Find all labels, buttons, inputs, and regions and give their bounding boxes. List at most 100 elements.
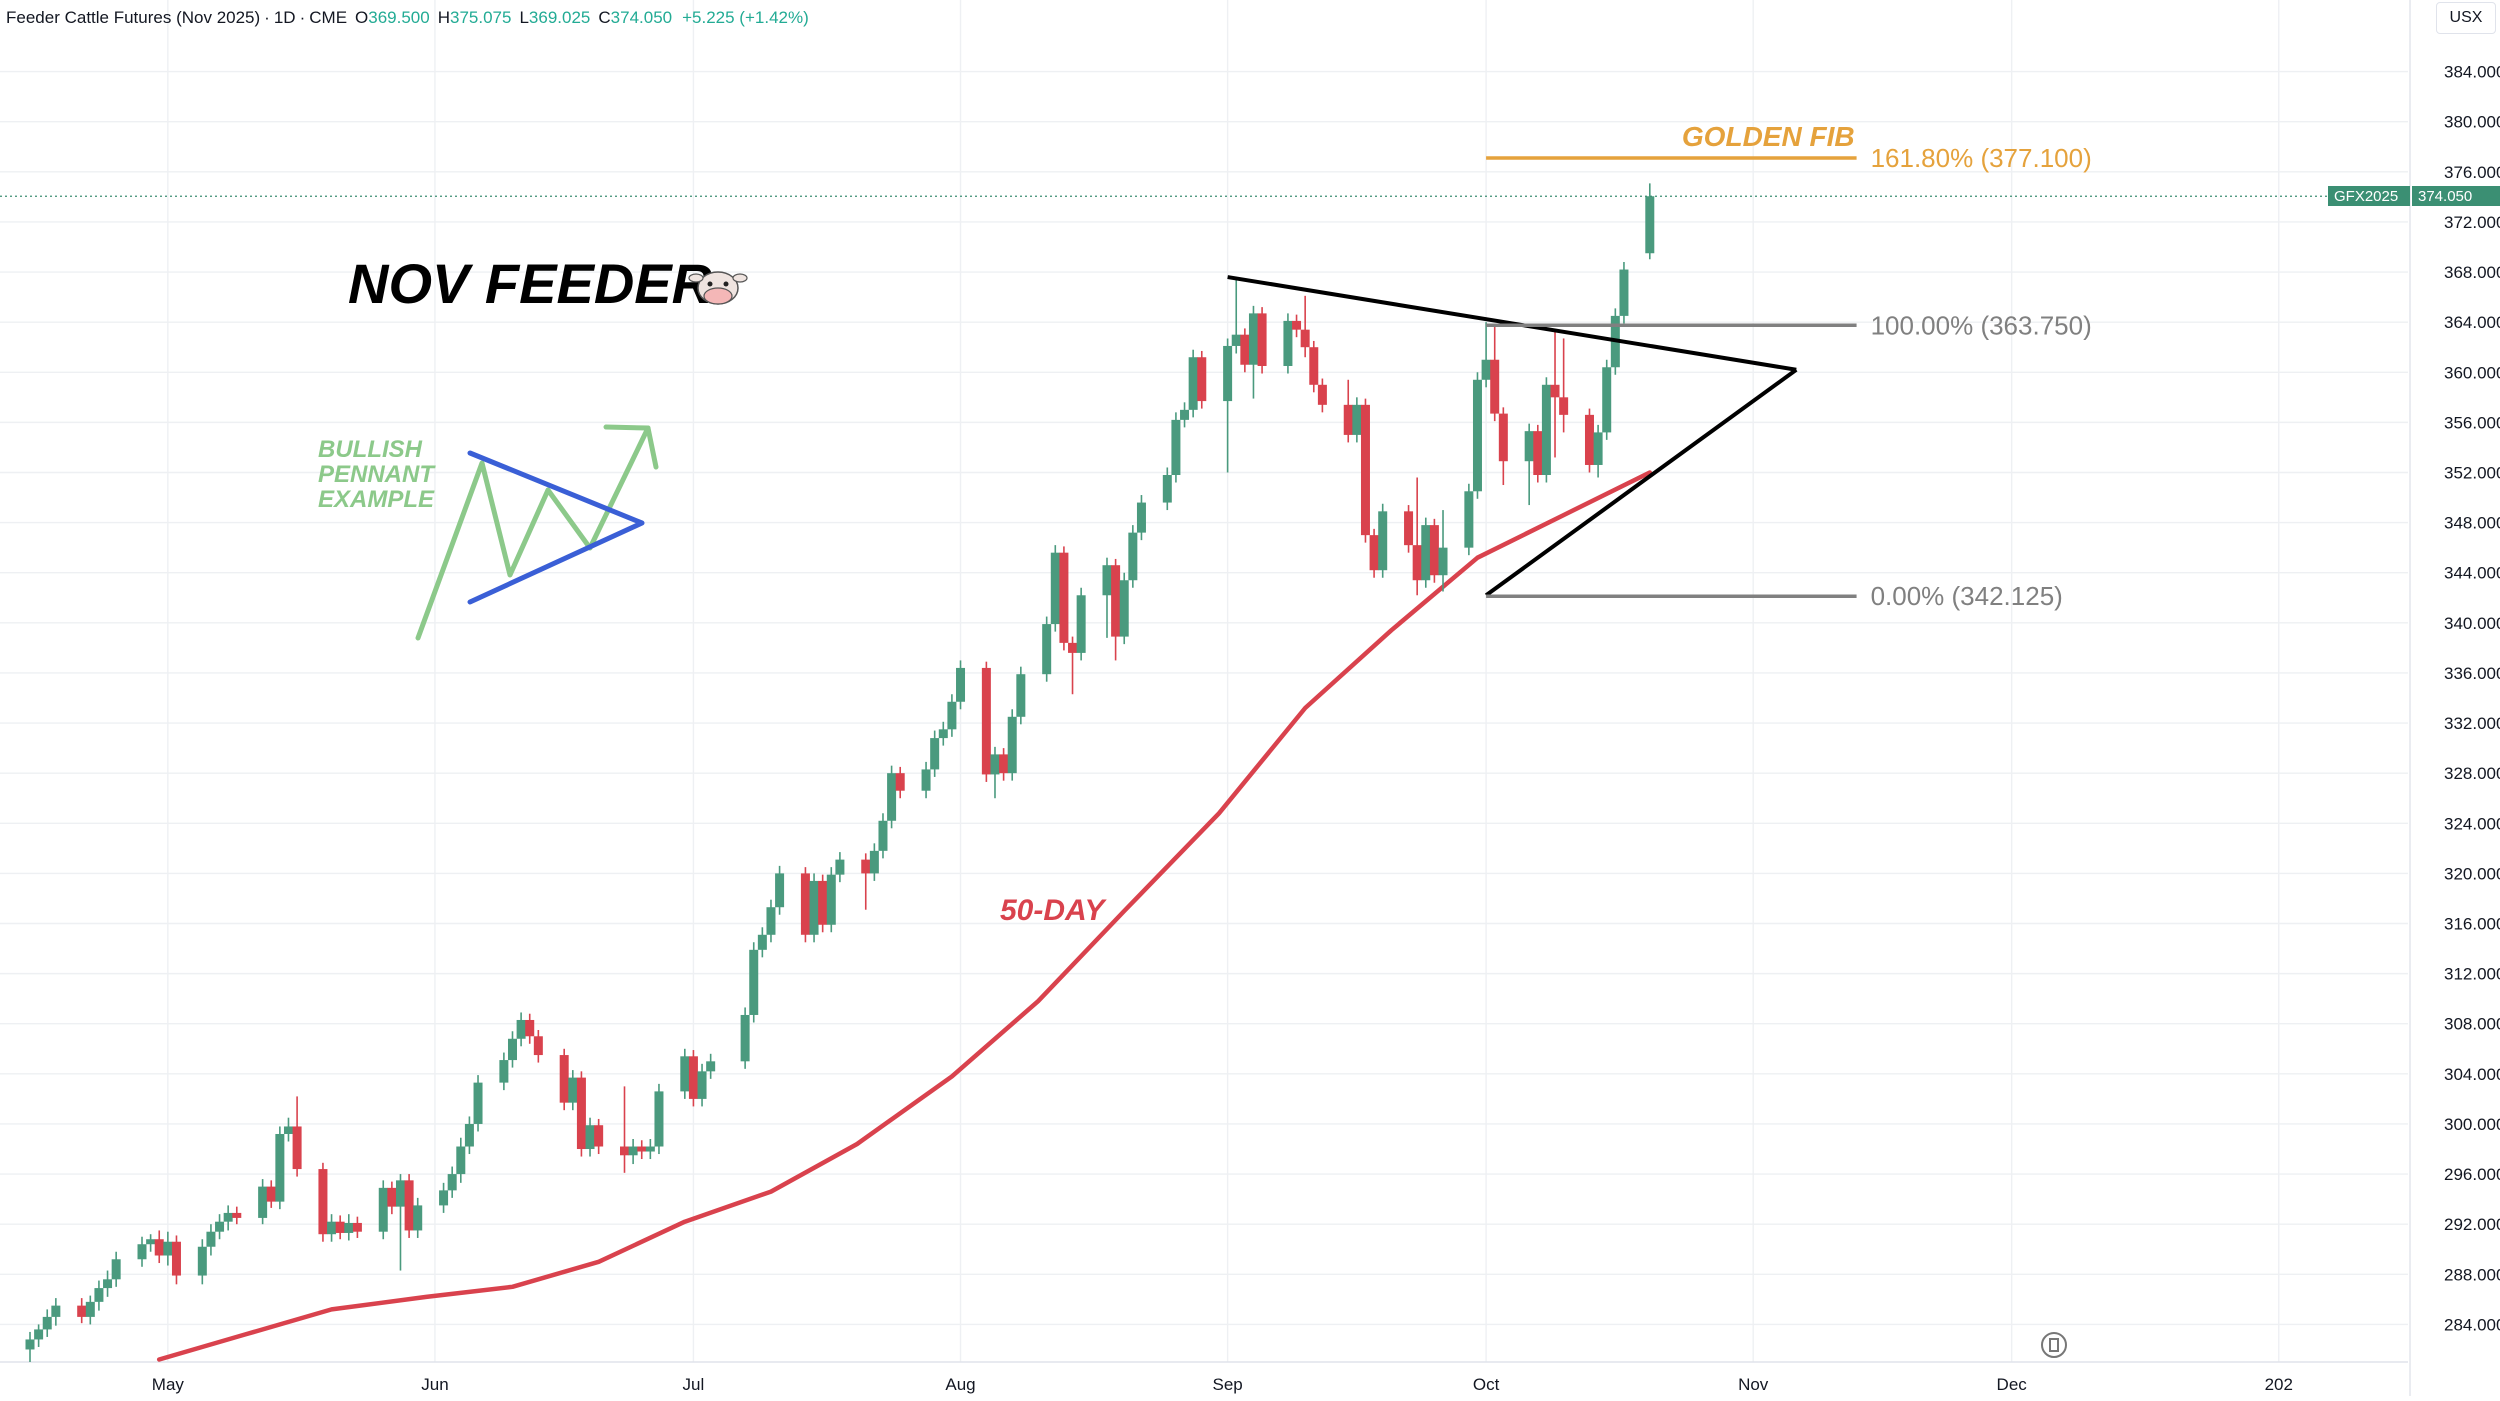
ma50-label: 50-DAY [1000, 894, 1107, 927]
candle-body [42, 1316, 52, 1330]
candle-body [1111, 565, 1121, 637]
candle [1498, 407, 1508, 486]
candle-body [94, 1288, 104, 1302]
time-axis[interactable]: May Jun Jul Aug Sep Oct Nov Dec 202 [152, 1375, 2293, 1394]
candle-body [1438, 547, 1448, 576]
pennant-lower-trendline [1484, 368, 1798, 597]
candle [1119, 572, 1129, 645]
candle-body [1059, 552, 1069, 643]
open-key: O [355, 8, 369, 27]
candle [1619, 262, 1629, 324]
candles [25, 183, 1655, 1362]
candle-body [146, 1239, 156, 1245]
candle-body [51, 1305, 61, 1317]
candle-body [818, 880, 828, 925]
candle [938, 721, 948, 746]
fib-level-label: 100.00% (363.750) [1871, 310, 2092, 340]
candle [1343, 379, 1353, 443]
candle [1136, 495, 1146, 541]
candle [1438, 510, 1448, 592]
candle-body [826, 874, 836, 925]
candle-body [525, 1019, 535, 1037]
candle [887, 765, 897, 829]
fib-level-label: 0.00% (342.125) [1871, 581, 2063, 611]
candle [645, 1138, 655, 1160]
candle [1369, 528, 1379, 578]
candle [1076, 587, 1086, 661]
candle-body [1421, 525, 1431, 581]
candle [223, 1205, 233, 1231]
candle-body [775, 873, 785, 908]
candle-body [887, 773, 897, 821]
candle-body [697, 1071, 707, 1099]
candle [594, 1118, 604, 1155]
price-tick-label: 368.000 [2444, 263, 2500, 282]
candle-body [1136, 502, 1146, 533]
candle-body [1231, 334, 1241, 346]
candle-body [77, 1305, 87, 1317]
candle [981, 661, 991, 782]
price-tick-label: 284.000 [2444, 1315, 2500, 1334]
candle-body [1378, 511, 1388, 571]
candle [895, 766, 905, 799]
candle-body [1248, 313, 1258, 365]
pennant-text-line: BULLISH [318, 436, 423, 463]
candle-body [938, 729, 948, 739]
candle [352, 1216, 362, 1238]
candle [439, 1182, 449, 1213]
candle-body [223, 1212, 233, 1222]
candle [1464, 483, 1474, 556]
candle [318, 1162, 328, 1242]
candle-body [1533, 431, 1543, 475]
symbol-legend[interactable]: Feeder Cattle Futures (Nov 2025) · 1D · … [6, 6, 809, 30]
candle-body [378, 1187, 388, 1232]
candle [800, 867, 810, 943]
candle-body [1541, 384, 1551, 475]
candle [1180, 402, 1190, 428]
candle-body [559, 1055, 569, 1103]
candle-body [1490, 359, 1500, 414]
candle [749, 942, 759, 1023]
candle [94, 1280, 104, 1311]
bullish-pennant-example [415, 424, 659, 641]
candle [1360, 398, 1370, 543]
ma50-line [156, 470, 1653, 1362]
price-tick-label: 352.000 [2444, 463, 2500, 482]
candle [197, 1239, 207, 1285]
currency-button[interactable]: USX [2436, 2, 2496, 34]
last-price-tag: 374.050 [2412, 186, 2500, 207]
candle [990, 746, 1000, 799]
candle [637, 1140, 647, 1160]
candle-body [921, 769, 931, 791]
candle-body [1180, 409, 1190, 420]
candle [1645, 183, 1655, 260]
candle [137, 1236, 147, 1267]
candle-body [757, 934, 767, 950]
interval-label[interactable]: 1D [273, 8, 296, 27]
price-tick-label: 376.000 [2444, 163, 2500, 182]
candle-body [568, 1077, 578, 1103]
candle-body [154, 1239, 164, 1256]
candle-body [654, 1091, 664, 1147]
time-tick-label: Dec [1997, 1375, 2028, 1394]
candle-body [344, 1222, 354, 1233]
candle [1412, 477, 1422, 596]
candle-body [1171, 419, 1181, 475]
symbol-title[interactable]: Feeder Cattle Futures (Nov 2025) [6, 8, 261, 27]
candle-body [990, 754, 1000, 775]
candle-body [1162, 474, 1172, 503]
candle [1541, 377, 1551, 483]
candle-body [352, 1222, 362, 1232]
candle [1429, 518, 1439, 583]
candle-body [835, 859, 845, 875]
candle [1171, 412, 1181, 483]
price-tick-label: 380.000 [2444, 113, 2500, 132]
chart-title: NOV FEEDER [348, 252, 713, 315]
candle [861, 853, 871, 910]
candle-body [327, 1221, 337, 1235]
price-tick-label: 384.000 [2444, 63, 2500, 82]
price-axis[interactable]: 384.000 380.000 376.000 372.000 368.000 364.0… [2444, 63, 2500, 1335]
candle-body [516, 1019, 526, 1039]
